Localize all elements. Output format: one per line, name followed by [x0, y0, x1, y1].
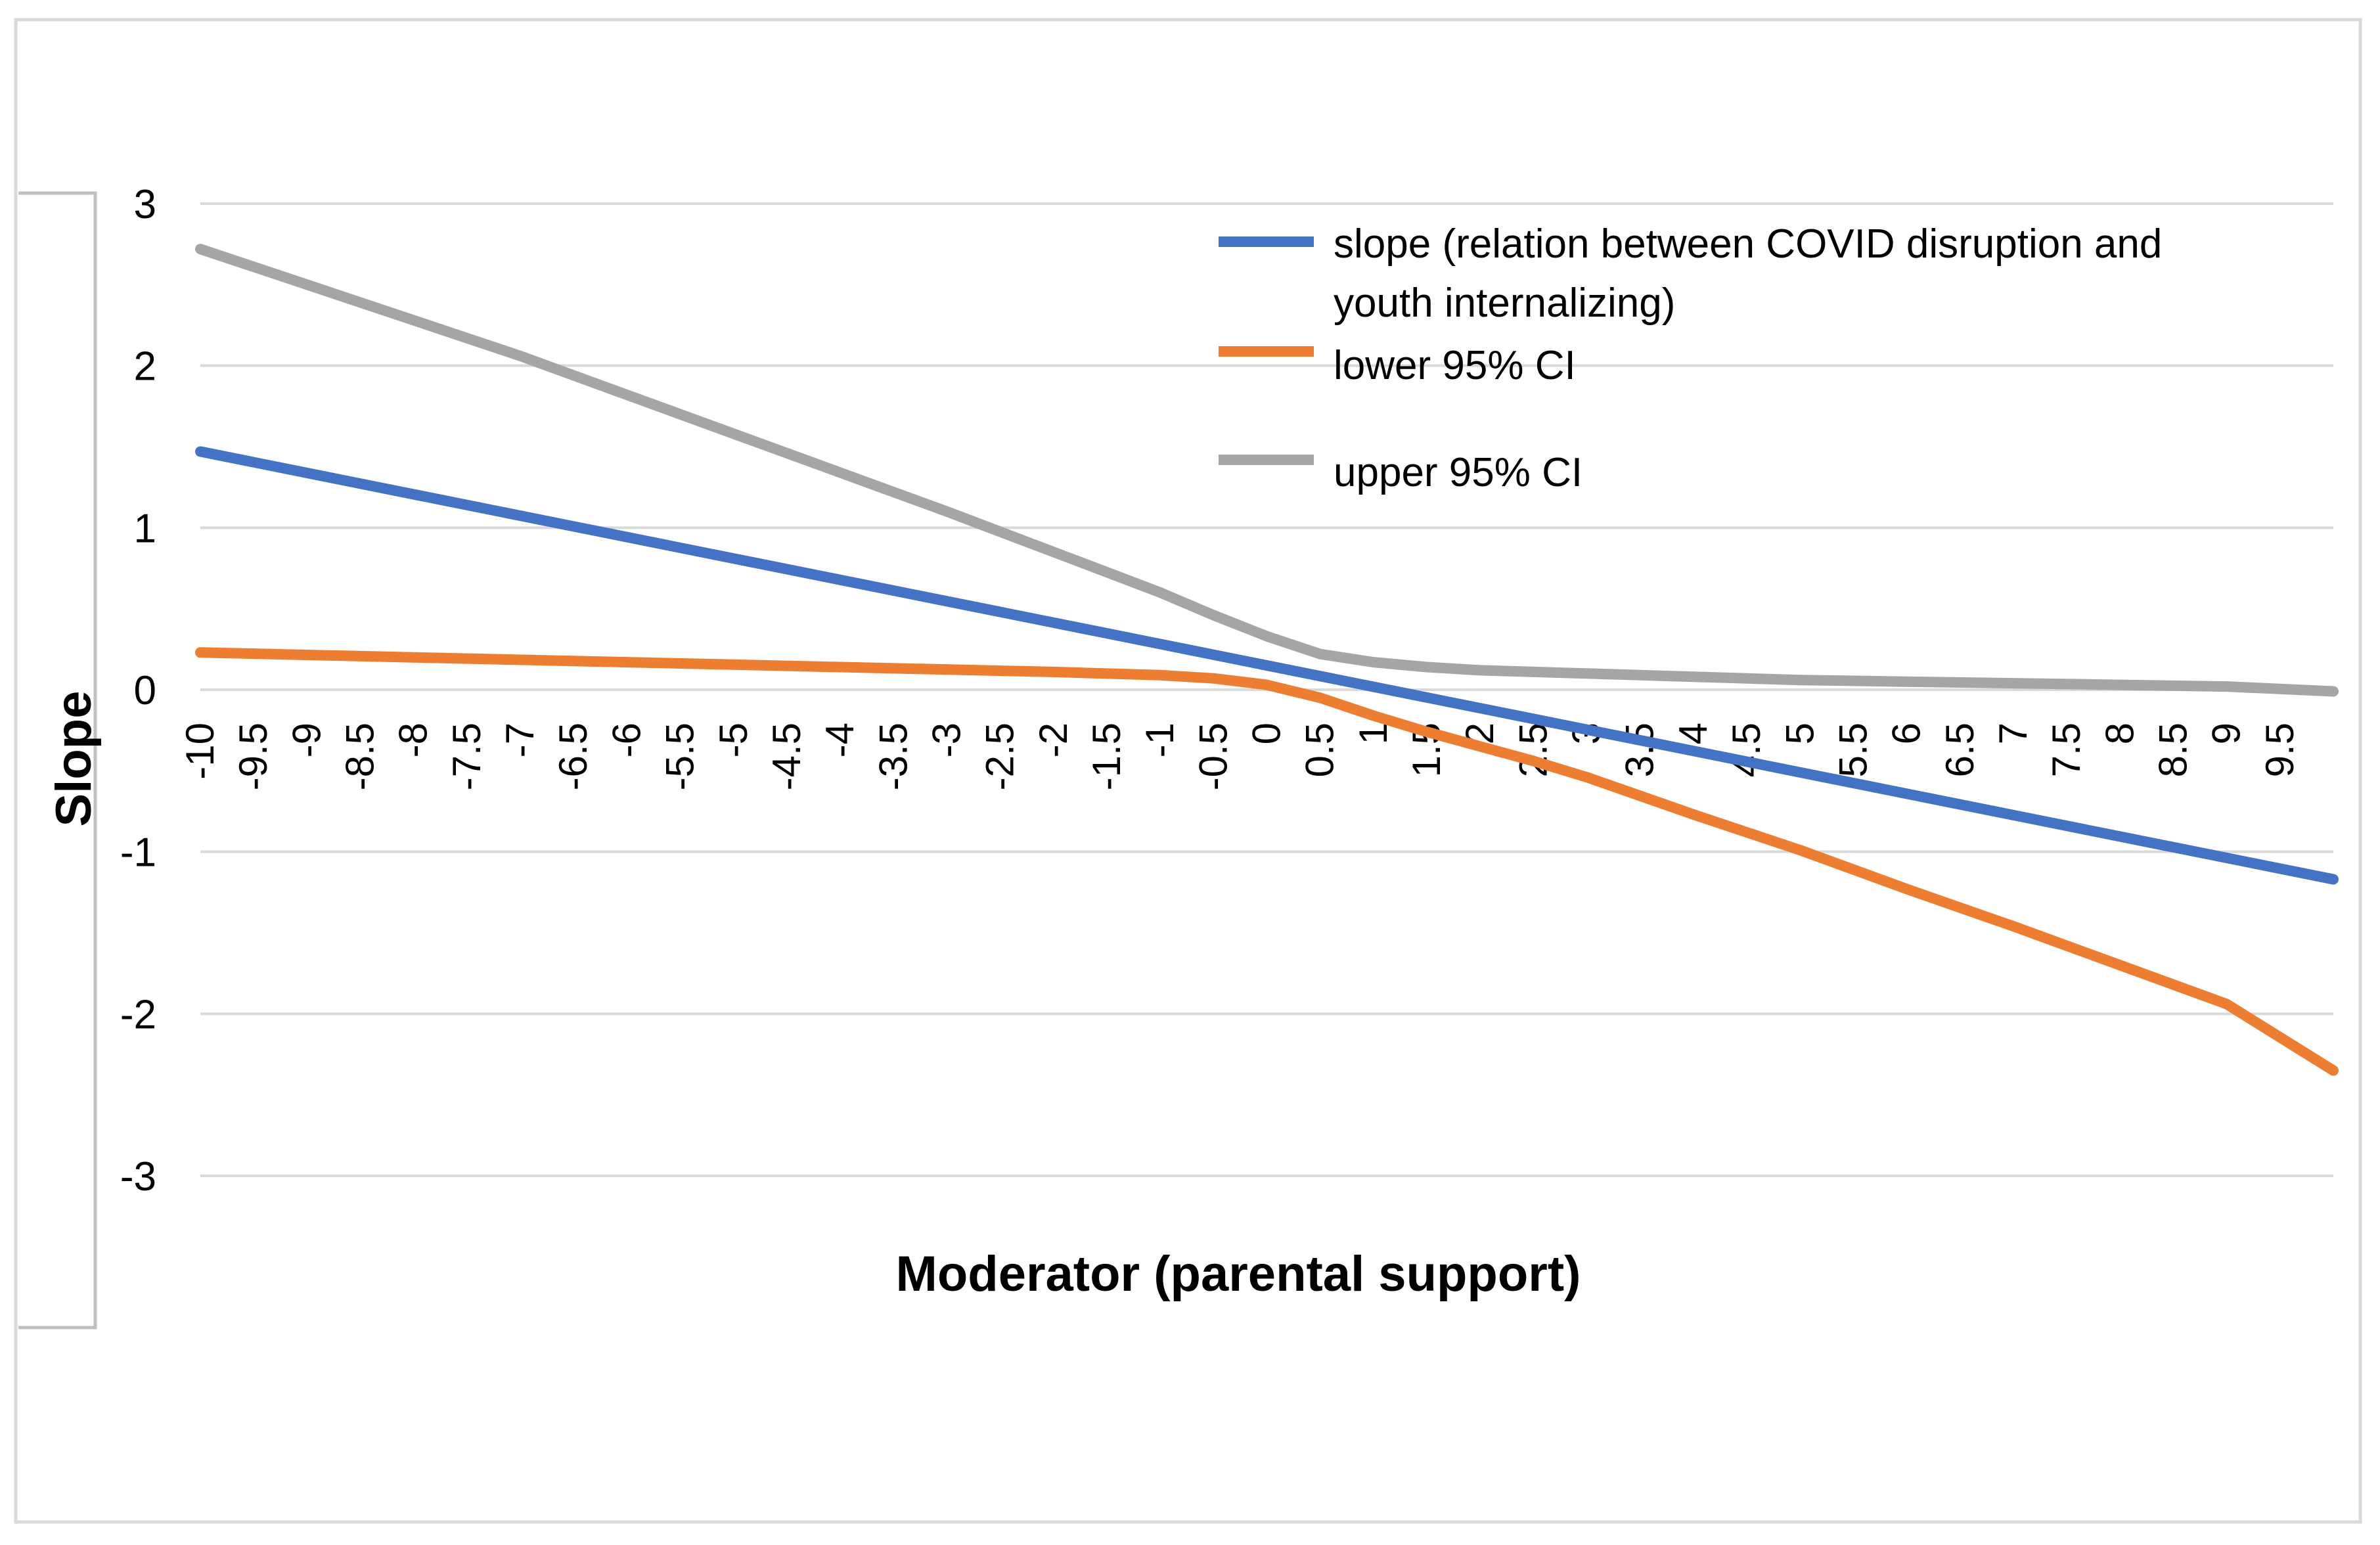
x-tick-label: 6: [1885, 723, 1929, 744]
x-tick-label: 7: [1991, 723, 2035, 744]
x-tick-label: 0.5: [1298, 723, 1342, 777]
x-tick-label: 5.5: [1831, 723, 1875, 777]
x-axis-title: Moderator (parental support): [896, 1246, 1581, 1302]
x-tick-label: -0.5: [1191, 723, 1235, 790]
chart-outer-border: [14, 18, 2362, 1524]
x-tick-label: -8.5: [338, 723, 382, 790]
x-tick-label: 8.5: [2151, 723, 2195, 777]
x-tick-label: -6: [604, 723, 648, 757]
y-tick-label: 3: [134, 182, 156, 227]
x-tick-label: -7.5: [445, 723, 489, 790]
y-tick-label: -1: [120, 830, 156, 876]
x-tick-label: 6.5: [1938, 723, 1982, 777]
x-tick-label: 1: [1351, 723, 1395, 744]
series-line-0: [195, 446, 2339, 885]
x-tick-label: -5.5: [658, 723, 702, 790]
y-tick-label: 0: [134, 668, 156, 713]
series-lines: [195, 244, 2339, 1076]
x-tick-label: 8: [2098, 723, 2142, 744]
series-line-2: [195, 244, 2339, 697]
x-tick-label: -9: [284, 723, 328, 757]
x-tick-label: -3.5: [871, 723, 915, 790]
x-tick-label: -7: [498, 723, 542, 757]
x-tick-label: -2: [1031, 723, 1075, 757]
y-axis-title: Slope: [46, 691, 102, 827]
x-tick-label: 7.5: [2044, 723, 2088, 777]
x-tick-label: 5: [1778, 723, 1822, 744]
y-tick-label: 1: [134, 506, 156, 551]
legend: slope (relation between COVID disruption…: [1219, 221, 2162, 495]
legend-label: upper 95% CI: [1334, 450, 1583, 495]
x-tick-label: -10: [178, 723, 222, 780]
x-tick-label: -1: [1138, 723, 1182, 757]
x-tick-label: -8: [392, 723, 436, 757]
legend-label: youth internalizing): [1334, 280, 1675, 326]
x-tick-label: -4: [818, 723, 862, 757]
x-tick-label: 0: [1245, 723, 1289, 744]
series-line-1: [195, 647, 2339, 1076]
y-axis-ticks: 3 2 1 0 -1 -2 -3: [120, 182, 156, 1199]
y-tick-label: -3: [120, 1154, 156, 1199]
legend-label: slope (relation between COVID disruption…: [1334, 221, 2162, 267]
y-tick-label: 2: [134, 344, 156, 390]
x-tick-label: -2.5: [978, 723, 1022, 790]
x-tick-label: 9: [2205, 723, 2249, 744]
x-tick-label: -1.5: [1085, 723, 1129, 790]
x-tick-label: -9.5: [231, 723, 275, 790]
x-tick-label: 4: [1671, 723, 1715, 744]
x-tick-label: -6.5: [551, 723, 595, 790]
x-tick-label: -4.5: [765, 723, 809, 790]
x-tick-label: 3.5: [1618, 723, 1662, 777]
x-tick-label: 9.5: [2258, 723, 2302, 777]
x-tick-label: -5: [711, 723, 755, 757]
plot-bracket: [18, 191, 97, 1330]
y-tick-label: -2: [120, 992, 156, 1037]
x-tick-label: -3: [924, 723, 968, 757]
legend-label: lower 95% CI: [1334, 343, 1576, 388]
